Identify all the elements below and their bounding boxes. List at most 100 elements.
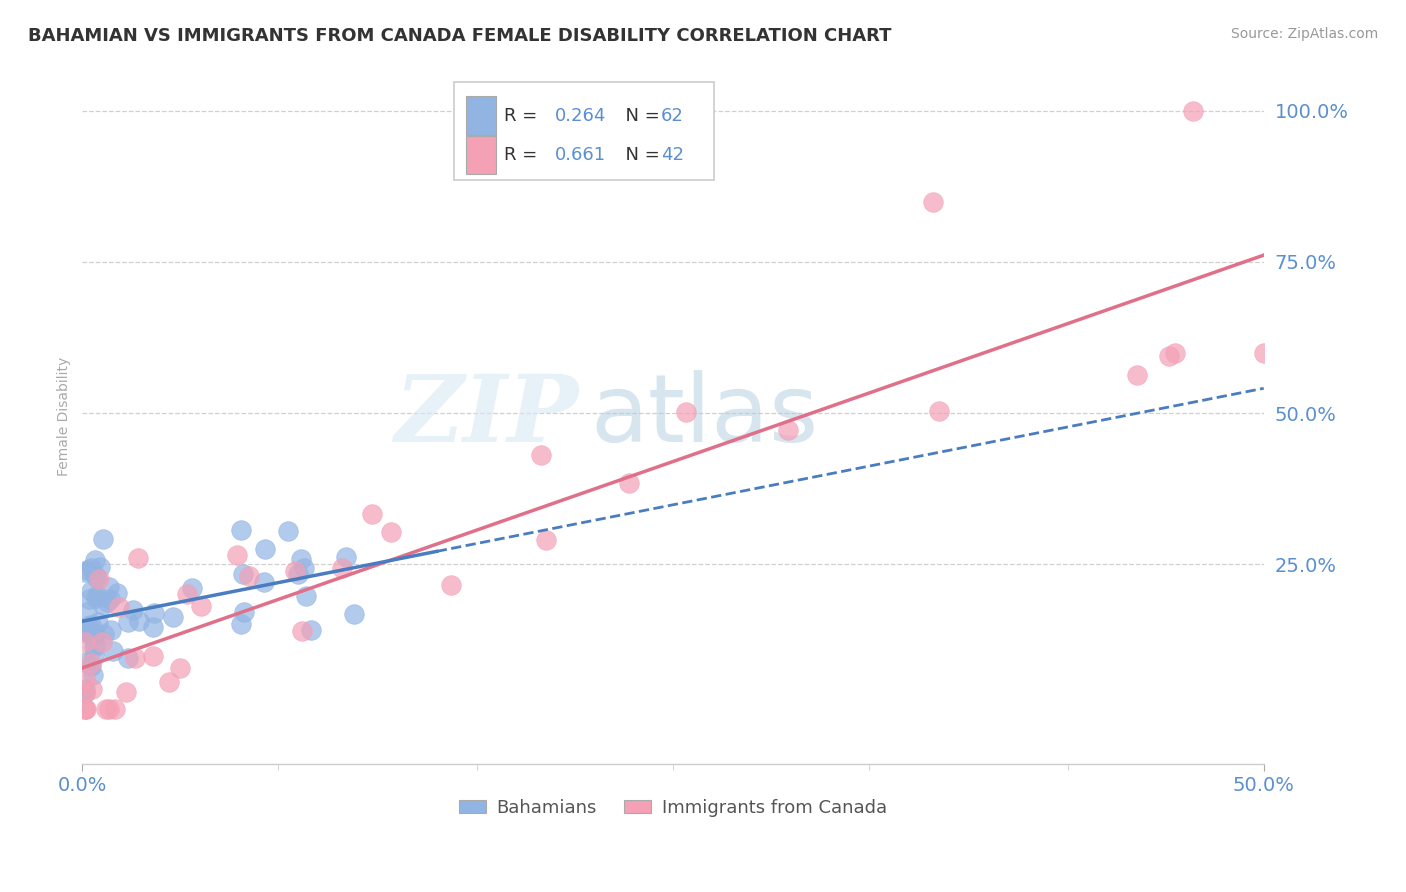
Point — [87, 572, 110, 586]
Point — [97, 580, 120, 594]
Point — [73, 656, 96, 670]
Point — [80, 584, 103, 599]
Point — [162, 609, 184, 624]
Point — [180, 581, 202, 595]
Text: atlas: atlas — [591, 370, 818, 462]
Point — [90, 635, 112, 649]
Point — [1164, 345, 1187, 359]
Point — [73, 685, 96, 699]
Legend: Bahamians, Immigrants from Canada: Bahamians, Immigrants from Canada — [451, 792, 894, 824]
Point — [128, 614, 150, 628]
Point — [107, 600, 129, 615]
Point — [80, 560, 103, 574]
Point — [380, 525, 402, 540]
Text: ZIP: ZIP — [394, 371, 578, 461]
Point — [778, 423, 800, 437]
Point — [73, 565, 96, 579]
Point — [330, 561, 353, 575]
Point — [105, 586, 128, 600]
Bar — [467, 96, 496, 135]
Point — [225, 549, 247, 563]
Point — [284, 564, 307, 578]
Point — [79, 591, 101, 606]
Point — [360, 508, 382, 522]
Text: 42: 42 — [661, 146, 685, 164]
Point — [75, 702, 97, 716]
Point — [253, 574, 276, 589]
Point — [115, 684, 138, 698]
Text: 0.264: 0.264 — [555, 107, 606, 125]
Point — [82, 667, 104, 681]
Point — [96, 594, 118, 608]
Point — [87, 615, 110, 629]
Point — [80, 681, 103, 696]
Point — [343, 607, 366, 621]
Point — [77, 627, 100, 641]
Text: 0.661: 0.661 — [555, 146, 606, 164]
Point — [176, 587, 198, 601]
Point — [124, 651, 146, 665]
Point — [292, 561, 315, 575]
Point — [122, 603, 145, 617]
Point — [1181, 103, 1204, 118]
Point — [238, 568, 260, 582]
Point — [928, 403, 950, 417]
Point — [80, 627, 103, 641]
Point — [76, 605, 98, 619]
Point — [93, 627, 115, 641]
Point — [86, 588, 108, 602]
Text: Source: ZipAtlas.com: Source: ZipAtlas.com — [1230, 27, 1378, 41]
Point — [83, 640, 105, 654]
Point — [190, 599, 212, 614]
Point — [83, 648, 105, 663]
Point — [77, 620, 100, 634]
Point — [117, 651, 139, 665]
Point — [84, 553, 107, 567]
Point — [143, 607, 166, 621]
Point — [253, 542, 276, 557]
Point — [299, 624, 322, 638]
Point — [229, 616, 252, 631]
Point — [83, 628, 105, 642]
Point — [84, 628, 107, 642]
Text: R =: R = — [505, 146, 543, 164]
Point — [922, 194, 945, 209]
Point — [73, 635, 96, 649]
Point — [91, 532, 114, 546]
Point — [231, 523, 253, 537]
Point — [169, 661, 191, 675]
Point — [73, 673, 96, 687]
Point — [76, 562, 98, 576]
Point — [97, 702, 120, 716]
Point — [100, 623, 122, 637]
Point — [117, 615, 139, 630]
Point — [89, 559, 111, 574]
Point — [104, 702, 127, 716]
Point — [84, 591, 107, 606]
Point — [159, 674, 181, 689]
Point — [80, 659, 103, 673]
Point — [536, 533, 558, 548]
Point — [94, 702, 117, 716]
Point — [83, 625, 105, 640]
Point — [1253, 345, 1275, 359]
Point — [277, 524, 299, 538]
Text: BAHAMIAN VS IMMIGRANTS FROM CANADA FEMALE DISABILITY CORRELATION CHART: BAHAMIAN VS IMMIGRANTS FROM CANADA FEMAL… — [28, 27, 891, 45]
Point — [530, 448, 553, 462]
Point — [76, 624, 98, 638]
Point — [287, 566, 309, 581]
Point — [73, 622, 96, 636]
Point — [232, 567, 254, 582]
Point — [232, 605, 254, 619]
Y-axis label: Female Disability: Female Disability — [58, 357, 72, 475]
Text: N =: N = — [614, 146, 665, 164]
Text: N =: N = — [614, 107, 665, 125]
Point — [1126, 368, 1149, 382]
Point — [79, 618, 101, 632]
Point — [73, 681, 96, 696]
Point — [142, 620, 165, 634]
Point — [91, 599, 114, 613]
Point — [295, 589, 318, 603]
Point — [80, 657, 103, 671]
Point — [142, 649, 165, 664]
